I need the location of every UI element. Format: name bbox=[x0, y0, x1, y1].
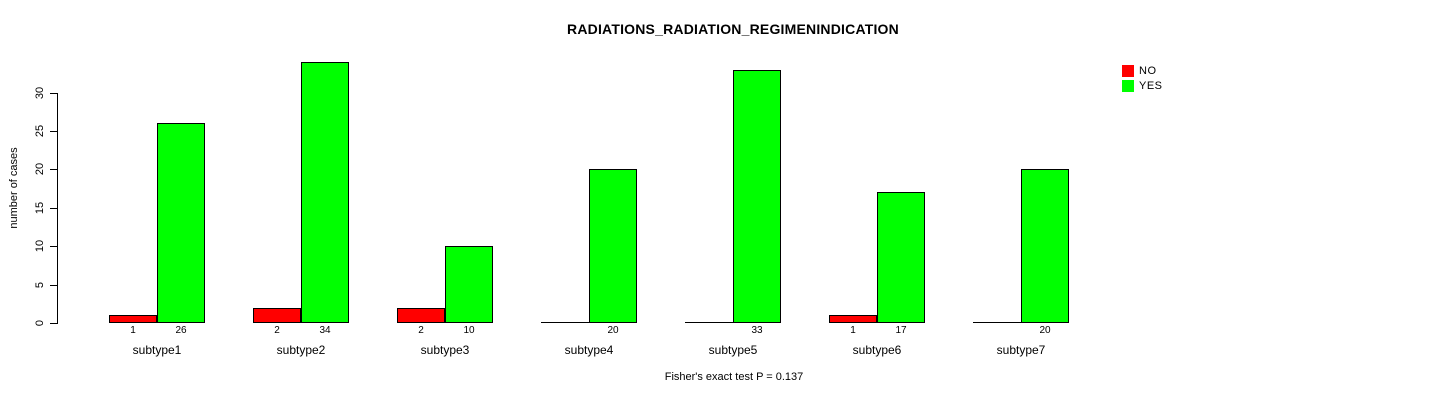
y-axis-label: number of cases bbox=[8, 147, 20, 229]
annotation-text: Fisher's exact test P = 0.137 bbox=[664, 371, 804, 383]
x-axis-category-label: subtype1 bbox=[132, 343, 182, 357]
legend-swatch-no bbox=[1122, 65, 1134, 77]
legend: NO YES bbox=[1122, 64, 1163, 94]
bar-no-subtype5 bbox=[685, 322, 733, 323]
legend-item-yes: YES bbox=[1122, 79, 1163, 93]
bar-yes-subtype2 bbox=[301, 62, 349, 323]
y-axis-tick-label: 10 bbox=[34, 240, 46, 253]
bar-no-subtype2 bbox=[253, 308, 301, 323]
legend-swatch-yes bbox=[1122, 80, 1134, 92]
y-axis-tick bbox=[50, 284, 57, 286]
bar-no-subtype4 bbox=[541, 322, 589, 323]
bar-value-label: 10 bbox=[463, 325, 475, 336]
bar-yes-subtype5 bbox=[733, 70, 781, 323]
bar-value-label: 2 bbox=[274, 325, 280, 336]
x-axis-category-label: subtype4 bbox=[564, 343, 614, 357]
legend-label-yes: YES bbox=[1139, 80, 1163, 92]
bar-value-label: 26 bbox=[175, 325, 187, 336]
bar-no-subtype3 bbox=[397, 308, 445, 323]
y-axis-tick-label: 5 bbox=[34, 281, 46, 288]
x-axis-category-label: subtype6 bbox=[852, 343, 902, 357]
bar-value-label: 1 bbox=[130, 325, 136, 336]
x-axis-category-label: subtype7 bbox=[996, 343, 1046, 357]
bar-value-label: 2 bbox=[418, 325, 424, 336]
y-axis-tick-label: 15 bbox=[34, 201, 46, 214]
x-axis-category-label: subtype2 bbox=[276, 343, 326, 357]
y-axis-tick bbox=[50, 323, 57, 324]
legend-label-no: NO bbox=[1139, 65, 1157, 77]
x-axis-category-label: subtype5 bbox=[708, 343, 758, 357]
bar-yes-subtype6 bbox=[877, 192, 925, 323]
y-axis-tick bbox=[50, 246, 57, 248]
y-axis-tick bbox=[50, 207, 57, 209]
bar-yes-subtype7 bbox=[1021, 169, 1069, 323]
y-axis-tick-label: 0 bbox=[34, 319, 46, 327]
legend-item-no: NO bbox=[1122, 64, 1163, 78]
bar-no-subtype7 bbox=[973, 322, 1021, 323]
bar-yes-subtype3 bbox=[445, 246, 493, 323]
bar-value-label: 1 bbox=[850, 325, 856, 336]
y-axis-tick-label: 25 bbox=[34, 124, 46, 138]
bar-yes-subtype1 bbox=[157, 123, 205, 323]
y-axis-line bbox=[57, 92, 58, 324]
bar-value-label: 17 bbox=[895, 325, 907, 336]
bar-no-subtype6 bbox=[829, 315, 877, 323]
y-axis-tick bbox=[50, 92, 57, 94]
bar-value-label: 34 bbox=[319, 325, 331, 336]
y-axis-tick bbox=[50, 131, 57, 132]
y-axis-tick-label: 20 bbox=[34, 163, 46, 176]
bar-no-subtype1 bbox=[109, 315, 157, 323]
y-axis-tick bbox=[50, 169, 57, 171]
y-axis-tick-label: 30 bbox=[34, 86, 46, 99]
x-axis-category-label: subtype3 bbox=[420, 343, 470, 357]
bar-value-label: 33 bbox=[751, 325, 763, 336]
chart-title: RADIATIONS_RADIATION_REGIMENINDICATION bbox=[567, 21, 899, 37]
bar-yes-subtype4 bbox=[589, 169, 637, 323]
bar-value-label: 20 bbox=[1039, 325, 1051, 336]
bar-value-label: 20 bbox=[607, 325, 619, 336]
